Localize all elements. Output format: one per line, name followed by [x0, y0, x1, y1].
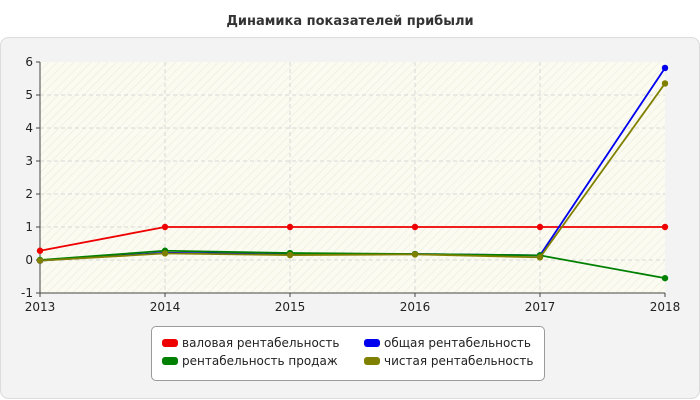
data-point	[161, 223, 169, 231]
y-tick-label: -1	[21, 286, 33, 300]
plot-area	[40, 62, 665, 293]
legend: валовая рентабельность общая рентабельно…	[151, 326, 545, 381]
legend-label-sales: рентабельность продаж	[182, 354, 338, 368]
series-layer	[36, 64, 669, 282]
chart-title: Динамика показателей прибыли	[226, 14, 473, 29]
y-tick-label: 3	[25, 154, 33, 168]
y-tick-label: 6	[25, 55, 33, 69]
data-point	[411, 223, 419, 231]
legend-swatch-gross	[162, 339, 178, 347]
y-tick-label: 0	[25, 253, 33, 267]
data-point	[536, 254, 544, 261]
data-point	[411, 251, 419, 258]
legend-label-gross: валовая рентабельность	[182, 336, 340, 350]
x-tick-label: 2013	[25, 300, 56, 314]
x-tick-label: 2017	[525, 300, 556, 314]
legend-label-net: чистая рентабельность	[384, 354, 534, 368]
legend-item-gross: валовая рентабельность	[162, 336, 339, 350]
data-point	[286, 251, 294, 259]
data-point	[661, 80, 669, 87]
y-tick-label: 2	[25, 187, 33, 201]
legend-item-sales: рентабельность продаж	[162, 354, 338, 368]
x-tick-label: 2016	[400, 300, 431, 314]
legend-item-net: чистая рентабельность	[364, 354, 533, 368]
data-point	[661, 64, 669, 72]
data-point	[36, 247, 44, 254]
data-point	[36, 257, 44, 264]
series-line-2	[39, 249, 666, 280]
series-line-3	[39, 82, 666, 262]
axis-layer: -1 0 1 2 3 4 5 6 2013 2014 2015 2016 2017 2018	[21, 55, 680, 314]
data-point	[286, 223, 294, 231]
legend-swatch-net	[364, 357, 380, 365]
x-tick-label: 2015	[275, 300, 306, 314]
legend-swatch-total	[364, 339, 380, 347]
y-tick-label: 5	[25, 88, 33, 102]
legend-label-total: общая рентабельность	[384, 336, 531, 350]
legend-swatch-sales	[162, 357, 178, 365]
data-point	[161, 250, 169, 257]
y-tick-label: 4	[25, 121, 33, 135]
data-point	[661, 223, 669, 231]
x-tick-label: 2014	[150, 300, 181, 314]
data-point	[661, 274, 669, 282]
data-point	[536, 223, 544, 231]
y-tick-label: 1	[25, 220, 33, 234]
legend-item-total: общая рентабельность	[364, 336, 531, 350]
x-tick-label: 2018	[650, 300, 681, 314]
